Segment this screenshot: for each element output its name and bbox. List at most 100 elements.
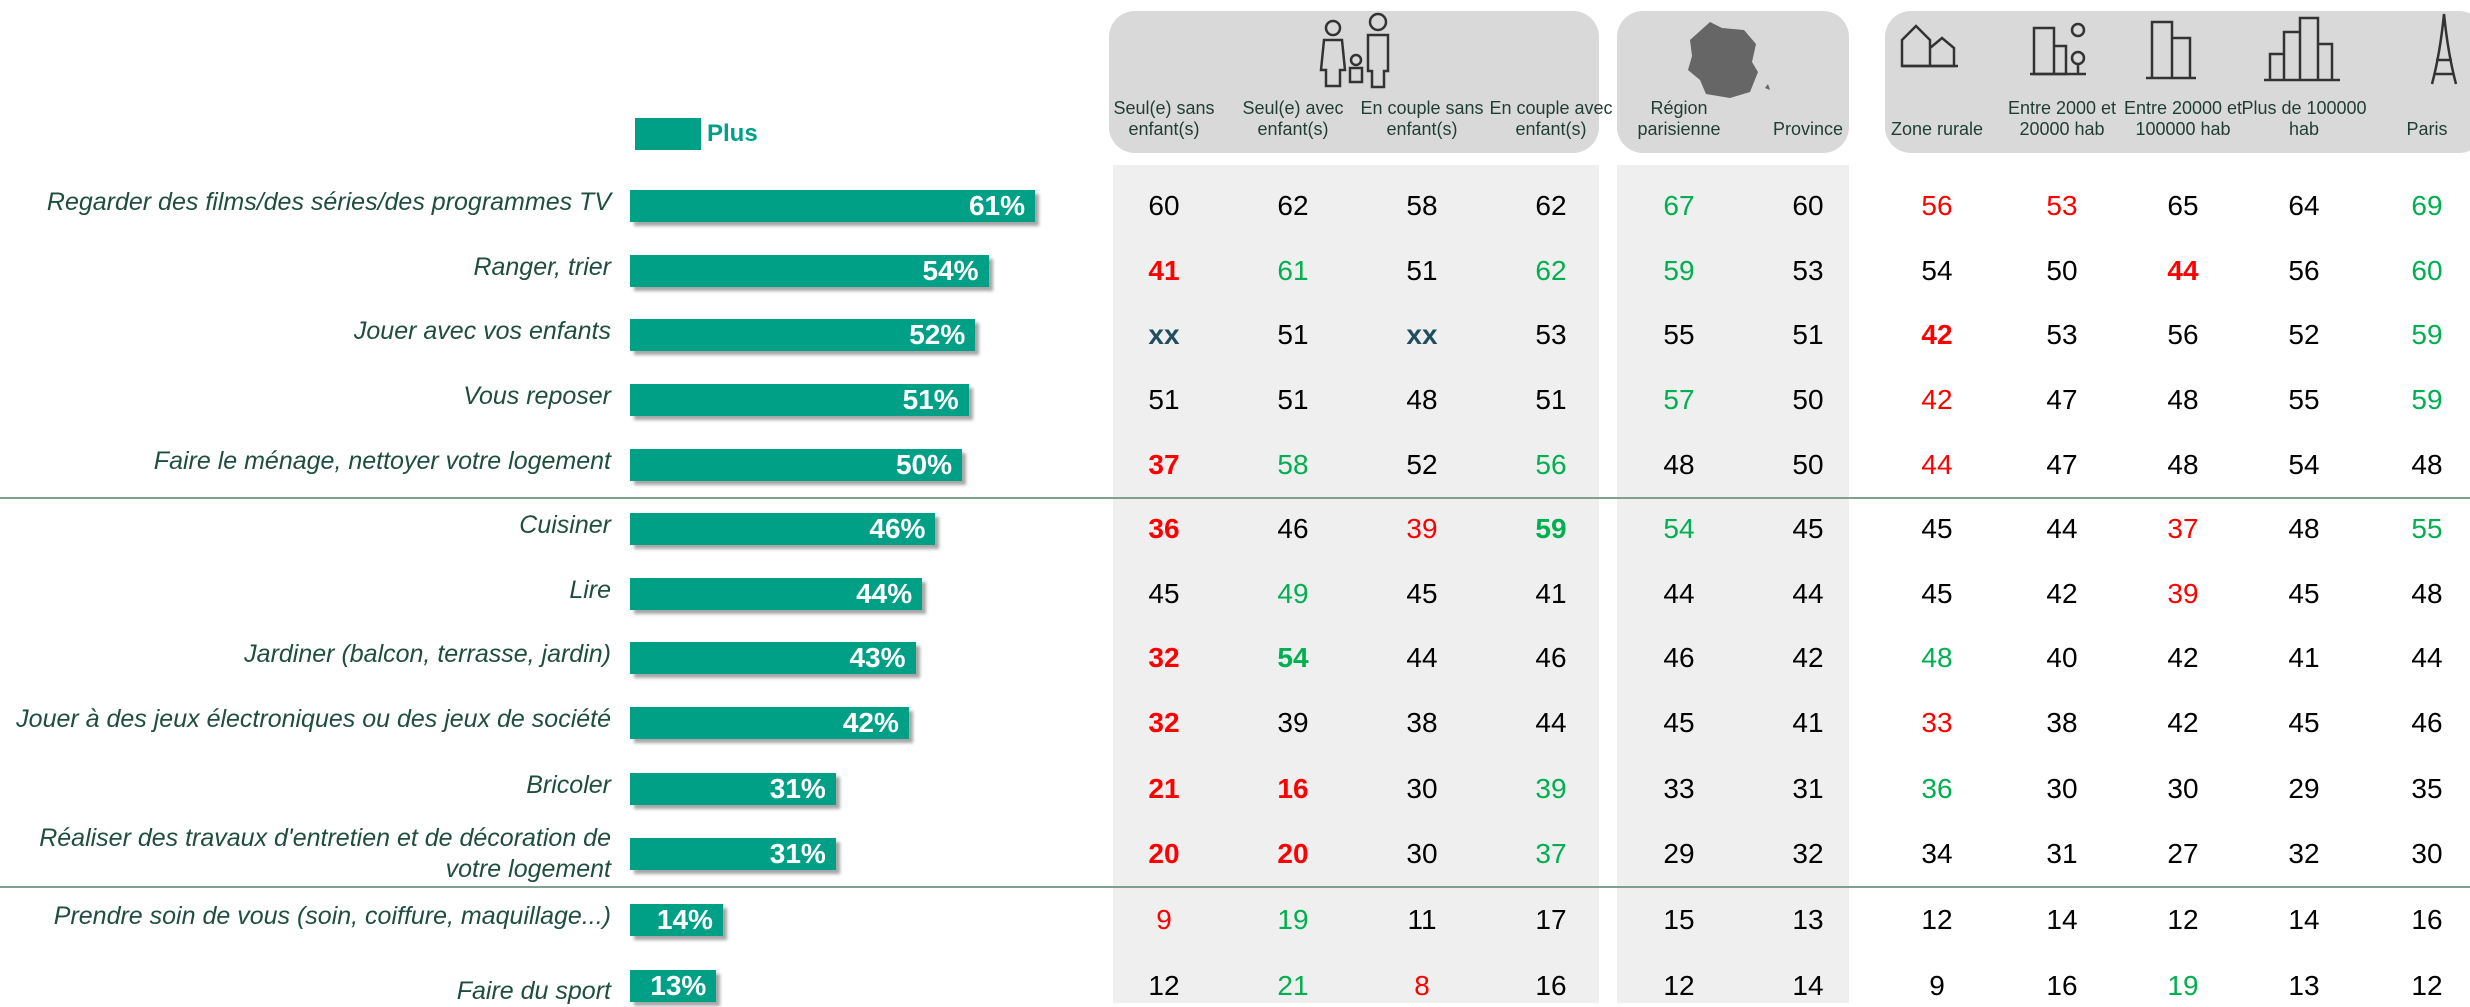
table-cell: 38 [2046, 707, 2078, 738]
header-panel [1885, 11, 2470, 153]
table-cell: 51 [1148, 384, 1180, 415]
bar [630, 838, 836, 870]
category-label: Lire [569, 575, 611, 604]
column-header: Plus de 100000 hab [2241, 98, 2367, 139]
bar-value-label: 31% [769, 838, 826, 869]
bar [630, 384, 969, 416]
bar-value-label: 31% [769, 773, 826, 804]
table-cell: 30 [2411, 838, 2443, 869]
category-label: Regarder des films/des séries/des progra… [46, 187, 611, 216]
table-cell: 44 [2046, 513, 2078, 544]
table-cell: 39 [1406, 513, 1438, 544]
table-cell: 19 [2167, 970, 2199, 1001]
bar-value-label: 54% [922, 255, 979, 286]
table-cell: 32 [1792, 838, 1824, 869]
table-cell: 46 [1663, 642, 1695, 673]
column-header: En couple sans enfant(s) [1360, 98, 1484, 139]
table-cell: 35 [2411, 773, 2443, 804]
bar-value-label: 61% [968, 190, 1026, 221]
table-cell: 51 [1792, 319, 1824, 350]
column-header: Seul(e) avec enfant(s) [1242, 98, 1344, 139]
column-header: Paris [2406, 119, 2448, 139]
column-header: Entre 20000 et 100000 hab [2123, 98, 2243, 139]
bar [630, 255, 989, 287]
table-cell: 45 [1921, 578, 1953, 609]
table-cell: 37 [1535, 838, 1567, 869]
table-cell: 60 [2411, 255, 2443, 286]
category-label: Faire du sport [456, 977, 611, 1005]
table-cell: 14 [2046, 904, 2078, 935]
table-cell: 44 [1921, 449, 1953, 480]
table-cell: 46 [1535, 642, 1567, 673]
column-header: Province [1772, 119, 1844, 139]
table-cell: 50 [1792, 384, 1824, 415]
table-cell: 29 [1663, 838, 1695, 869]
table-cell: 12 [2411, 970, 2443, 1001]
table-cell: 33 [1663, 773, 1695, 804]
group-bg [1617, 165, 1849, 1003]
table-cell: 53 [2046, 190, 2078, 221]
bar [630, 904, 723, 936]
table-cell: 21 [1277, 970, 1309, 1001]
table-cell: 30 [2167, 773, 2199, 804]
category-label: Bricoler [526, 770, 611, 799]
bar-value-label: 44% [856, 578, 913, 609]
table-cell: 48 [1921, 642, 1953, 673]
table-cell: 30 [1406, 838, 1438, 869]
table-cell: 48 [2288, 513, 2320, 544]
table-cell: 48 [2411, 578, 2443, 609]
category-label: Prendre soin de vous (soin, coiffure, ma… [53, 901, 611, 930]
table-cell: 59 [1535, 513, 1567, 544]
bar-value-label: 51% [902, 384, 959, 415]
table-cell: 27 [2167, 838, 2199, 869]
table-cell: 44 [1663, 578, 1695, 609]
table-cell: 34 [1921, 838, 1953, 869]
table-cell: 16 [2411, 904, 2443, 935]
table-cell: 44 [2411, 642, 2443, 673]
table-cell: 14 [1792, 970, 1824, 1001]
table-cell: 56 [2167, 319, 2199, 350]
table-cell: 41 [1792, 707, 1824, 738]
category-label: Faire le ménage, nettoyer votre logement [153, 446, 611, 475]
table-cell: 42 [2167, 707, 2199, 738]
table-cell: 62 [1277, 190, 1309, 221]
table-cell: 20 [1277, 838, 1309, 869]
separator [0, 497, 2470, 499]
category-label: Cuisiner [519, 510, 611, 539]
table-cell: 45 [1792, 513, 1824, 544]
table-cell: 8 [1414, 970, 1430, 1001]
column-header: Entre 2000 et 20000 hab [2007, 98, 2117, 139]
table-cell: 41 [1148, 255, 1180, 286]
category-label: Réaliser des travaux d'entretien et de d… [39, 824, 611, 883]
bar [630, 449, 962, 481]
column-header: Zone rurale [1890, 119, 1984, 139]
table-cell: 50 [1792, 449, 1824, 480]
table-cell: 42 [2167, 642, 2199, 673]
table-cell: 42 [1792, 642, 1824, 673]
big-city-icon [2264, 16, 2340, 82]
table-cell: 56 [1535, 449, 1567, 480]
table-cell: 19 [1277, 904, 1309, 935]
table-cell: 51 [1277, 319, 1309, 350]
table-cell: 32 [1148, 707, 1180, 738]
table-cell: 39 [1277, 707, 1309, 738]
table-cell: 30 [2046, 773, 2078, 804]
family-icon [1319, 12, 1390, 89]
group-bg [1113, 165, 1599, 1003]
table-cell: 48 [2167, 449, 2199, 480]
table-cell: 53 [2046, 319, 2078, 350]
france-icon [1688, 22, 1758, 98]
table-cell: 31 [2046, 838, 2078, 869]
column-header: Région parisienne [1637, 98, 1721, 139]
legend-swatch [635, 118, 701, 150]
table-cell: 69 [2411, 190, 2443, 221]
table-cell: 36 [1148, 513, 1180, 544]
table-cell: 52 [2288, 319, 2320, 350]
table-cell: 45 [2288, 707, 2320, 738]
bar [630, 513, 936, 545]
table-cell: 45 [1663, 707, 1695, 738]
rural-icon [1900, 24, 1958, 68]
column-header: En couple avec enfant(s) [1489, 98, 1613, 139]
